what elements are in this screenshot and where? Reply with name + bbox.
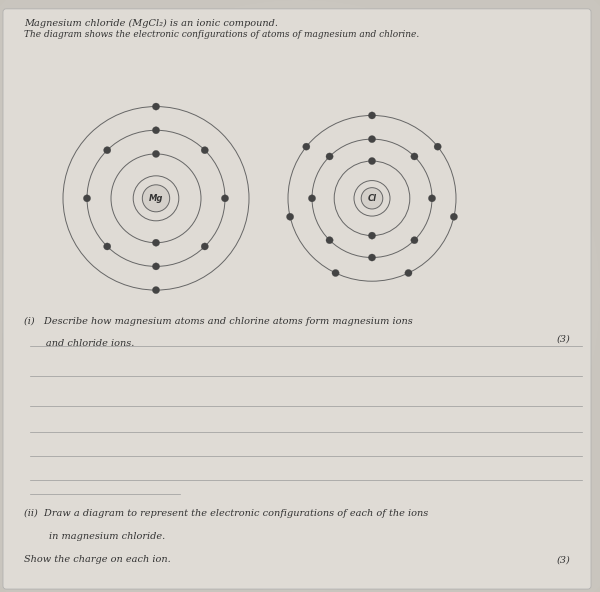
Circle shape — [368, 254, 376, 261]
Circle shape — [152, 287, 160, 294]
Circle shape — [434, 143, 441, 150]
Text: (ii)  Draw a diagram to represent the electronic configurations of each of the i: (ii) Draw a diagram to represent the ele… — [24, 509, 428, 518]
Circle shape — [201, 147, 208, 154]
Text: Mg: Mg — [149, 194, 163, 203]
Text: (i)   Describe how magnesium atoms and chlorine atoms form magnesium ions: (i) Describe how magnesium atoms and chl… — [24, 317, 413, 326]
Text: Show the charge on each ion.: Show the charge on each ion. — [24, 555, 171, 564]
Circle shape — [326, 237, 333, 244]
Text: The diagram shows the electronic configurations of atoms of magnesium and chlori: The diagram shows the electronic configu… — [24, 30, 419, 38]
Circle shape — [152, 103, 160, 110]
Circle shape — [152, 239, 160, 246]
Circle shape — [411, 153, 418, 160]
Text: Cl: Cl — [367, 194, 377, 203]
Text: Magnesium chloride (MgCl₂) is an ionic compound.: Magnesium chloride (MgCl₂) is an ionic c… — [24, 19, 278, 28]
Circle shape — [368, 157, 376, 165]
Circle shape — [152, 127, 160, 134]
Circle shape — [104, 243, 111, 250]
Circle shape — [201, 243, 208, 250]
FancyBboxPatch shape — [3, 9, 591, 589]
Circle shape — [361, 188, 383, 209]
Circle shape — [450, 213, 457, 220]
Circle shape — [368, 136, 376, 143]
Text: (3): (3) — [556, 334, 570, 343]
Circle shape — [428, 195, 436, 202]
Circle shape — [152, 150, 160, 157]
Text: (3): (3) — [556, 555, 570, 564]
Circle shape — [287, 213, 294, 220]
Circle shape — [332, 269, 339, 276]
Text: in magnesium chloride.: in magnesium chloride. — [24, 532, 165, 540]
Circle shape — [411, 237, 418, 244]
Text: and chloride ions.: and chloride ions. — [24, 339, 134, 348]
Circle shape — [308, 195, 316, 202]
Circle shape — [142, 185, 170, 212]
Circle shape — [326, 153, 333, 160]
Circle shape — [221, 195, 229, 202]
Circle shape — [368, 232, 376, 239]
Circle shape — [303, 143, 310, 150]
Circle shape — [368, 112, 376, 119]
Circle shape — [104, 147, 111, 154]
Circle shape — [83, 195, 91, 202]
Circle shape — [405, 269, 412, 276]
Circle shape — [152, 263, 160, 270]
